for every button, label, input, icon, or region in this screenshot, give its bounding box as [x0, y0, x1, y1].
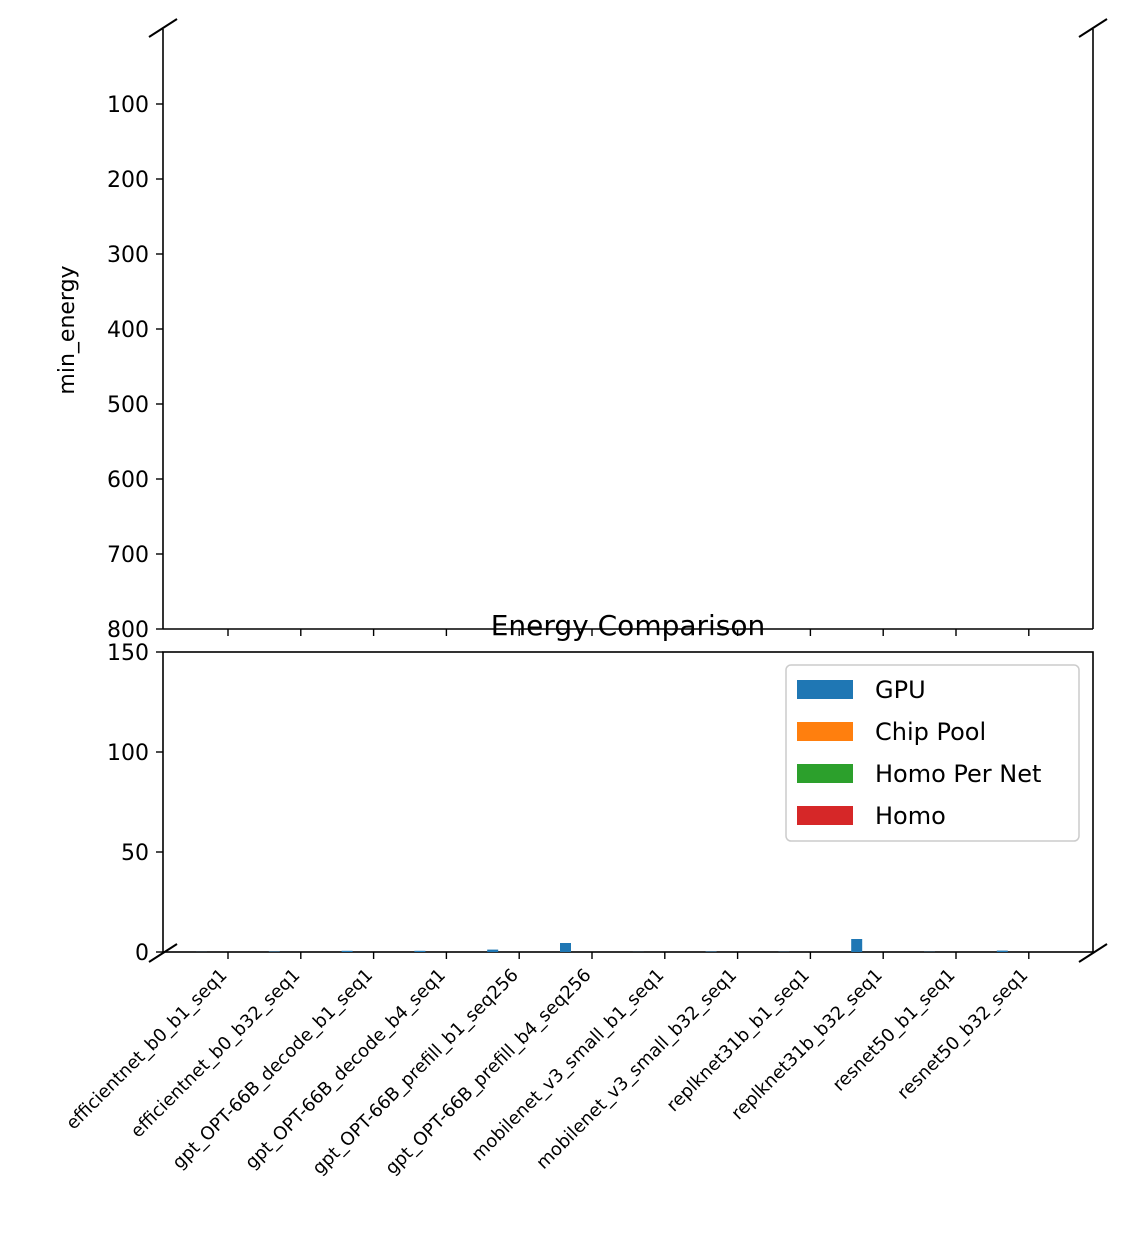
- lower-y-tick-label: 100: [107, 741, 149, 766]
- lower-y-tick-label: 150: [107, 641, 149, 666]
- bar: [341, 950, 353, 952]
- upper-y-tick-label: 300: [107, 243, 149, 268]
- bar: [996, 950, 1008, 952]
- bars-group: [196, 939, 1008, 952]
- axis-break-mark: [1078, 18, 1108, 38]
- upper-y-tick-label: 100: [107, 93, 149, 118]
- legend: GPU Chip Pool Homo Per Net Homo: [785, 664, 1080, 842]
- chart-title: Energy Comparison: [491, 609, 766, 642]
- upper-y-tick-label: 700: [107, 543, 149, 568]
- x-category-label: replknet31b_b1_seq1: [663, 965, 814, 1116]
- x-category-label: resnet50_b32_seq1: [893, 965, 1032, 1104]
- legend-swatch: [797, 722, 853, 741]
- upper-y-tick-label: 600: [107, 468, 149, 493]
- legend-box: [785, 664, 1080, 842]
- legend-label: Homo: [875, 802, 946, 830]
- lower-y-tick-label: 0: [135, 941, 149, 966]
- bar: [487, 949, 499, 952]
- legend-label: Chip Pool: [875, 718, 986, 746]
- legend-swatch: [797, 806, 853, 825]
- axis-break-mark: [148, 943, 178, 963]
- lower-y-tick-label: 50: [121, 841, 149, 866]
- legend-label: Homo Per Net: [875, 760, 1041, 788]
- upper-y-tick-label: 200: [107, 168, 149, 193]
- axis-break-mark: [1078, 943, 1108, 963]
- legend-swatch: [797, 764, 853, 783]
- lower-panel: 0 50 100 150: [107, 641, 1108, 966]
- upper-y-tick-label: 500: [107, 393, 149, 418]
- axis-break-mark: [148, 18, 178, 38]
- lower-plot-frame: [162, 651, 1094, 953]
- upper-y-tick-label: 800: [107, 618, 149, 643]
- bar: [560, 943, 571, 952]
- upper-panel: 100 200 300 400 500 600 700 800: [107, 18, 1108, 643]
- legend-label: GPU: [875, 676, 926, 704]
- bar: [851, 939, 863, 952]
- x-category-label: resnet50_b1_seq1: [829, 965, 960, 1096]
- y-axis-title: min_energy: [55, 265, 80, 394]
- bar: [414, 950, 426, 952]
- x-category-label: replknet31b_b32_seq1: [727, 965, 886, 1124]
- legend-swatch: [797, 680, 853, 699]
- upper-y-tick-label: 400: [107, 318, 149, 343]
- x-tick-labels: efficientnet_b0_b1_seq1efficientnet_b0_b…: [62, 965, 1032, 1179]
